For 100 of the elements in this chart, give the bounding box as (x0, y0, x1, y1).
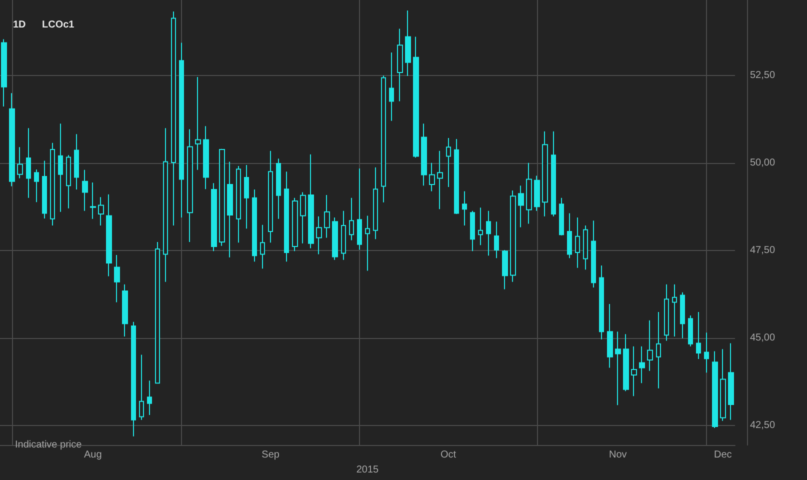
candlestick (90, 182, 96, 220)
candlestick (276, 158, 281, 220)
candlestick (332, 216, 338, 260)
candlestick (591, 220, 596, 288)
candlestick (454, 138, 459, 214)
candlestick (1, 38, 7, 107)
candlestick (268, 150, 273, 244)
candlestick (292, 197, 298, 252)
candlestick (688, 315, 693, 347)
candlestick (365, 215, 370, 272)
candlestick (534, 175, 540, 212)
candlestick (219, 148, 225, 246)
x-tick-label: Oct (440, 450, 456, 461)
candlestick (551, 130, 556, 217)
candlestick (567, 212, 572, 259)
x-tick-label: Sep (262, 450, 280, 461)
candlestick (66, 154, 71, 209)
text: LCOc1 (42, 20, 75, 30)
candlestick (575, 216, 580, 268)
candlestick (236, 165, 241, 244)
candlestick (680, 292, 685, 339)
candlestick (381, 75, 386, 203)
candlestick (114, 254, 120, 303)
candlestick (526, 162, 532, 224)
candlestick (187, 128, 193, 242)
candlestick (74, 134, 79, 190)
candlestick (163, 128, 168, 282)
text: 1D (13, 20, 26, 30)
y-tick-label: 50,00 (750, 157, 776, 168)
candlestick (42, 160, 47, 220)
candlestick (171, 11, 176, 226)
candlestick (599, 264, 604, 340)
candlestick (284, 171, 289, 262)
candlestick (583, 225, 588, 270)
candlestick (389, 52, 394, 122)
candlestick (155, 241, 160, 384)
candlestick (98, 196, 104, 226)
candlestick (131, 321, 136, 437)
y-tick-label: 45,00 (750, 332, 776, 344)
candlestick (260, 224, 265, 270)
candlestick (720, 348, 726, 422)
candlestick (106, 194, 112, 277)
candlestick (195, 76, 201, 170)
candlestick (437, 150, 443, 210)
candlestick (470, 210, 475, 252)
y-tick-label: 47,50 (750, 244, 776, 256)
candlestick (631, 346, 637, 397)
candlestick (639, 346, 645, 384)
x-tick-label: Dec (714, 450, 732, 461)
candlestick (211, 182, 217, 252)
candlestick (308, 154, 314, 249)
candlestick (486, 210, 491, 256)
candlestick (656, 312, 661, 389)
y-tick-label: 42,50 (750, 420, 776, 431)
candlestick (623, 334, 629, 392)
candlestick (147, 380, 152, 416)
candlestick (559, 197, 564, 236)
candlestick (316, 216, 322, 255)
candlestick (50, 142, 55, 226)
candlestick (341, 210, 346, 260)
candlestick (647, 320, 653, 372)
candlestick (712, 350, 718, 428)
candlestick (421, 123, 427, 186)
candlestick (518, 185, 524, 228)
candlestick (728, 342, 734, 420)
candlestick (122, 284, 128, 338)
candlestick (300, 192, 306, 244)
candlestick (664, 284, 669, 342)
candlestick (252, 188, 257, 262)
candlestick (704, 332, 709, 374)
x-tick-label: Aug (84, 450, 102, 461)
candlestick (413, 36, 419, 158)
candlestick (324, 194, 330, 238)
candlestick (244, 164, 249, 230)
candlestick (405, 10, 411, 76)
candlestick (462, 190, 467, 226)
candlestick (672, 284, 677, 338)
candlestick (429, 162, 435, 192)
candlestick (58, 123, 63, 212)
x-tick-label: Nov (608, 450, 627, 461)
candlestick (615, 331, 621, 406)
candlestick (357, 168, 362, 250)
candlestick (607, 303, 613, 368)
x-axis-title: 2015 (356, 464, 380, 476)
candlestick (82, 169, 88, 212)
candlestick (349, 197, 354, 241)
candlestick (502, 250, 508, 290)
candlestick (542, 130, 548, 217)
y-tick-label: 52,50 (750, 70, 776, 81)
candlestick (494, 221, 499, 259)
candlestick (397, 28, 403, 102)
candlestick (26, 128, 31, 198)
candlestick (34, 168, 39, 203)
candlestick (17, 146, 23, 179)
candlestick (9, 92, 15, 187)
candlestick (139, 354, 144, 420)
annotation: Indicative price (15, 440, 82, 450)
candlestick (696, 312, 701, 360)
candlestick (446, 137, 451, 188)
candlestick (227, 161, 233, 258)
